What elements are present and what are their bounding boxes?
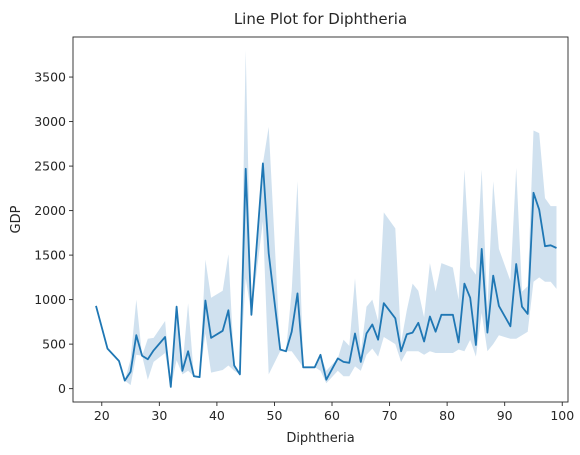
y-tick-label: 1000 bbox=[34, 292, 66, 307]
x-tick-label: 60 bbox=[324, 408, 340, 423]
x-axis-label: Diphtheria bbox=[286, 431, 354, 446]
y-axis-label: GDP bbox=[9, 205, 24, 233]
x-tick-label: 80 bbox=[439, 408, 455, 423]
y-tick-label: 3500 bbox=[34, 70, 66, 85]
x-tick-label: 90 bbox=[497, 408, 513, 423]
x-tick-label: 20 bbox=[94, 408, 110, 423]
x-tick-label: 70 bbox=[382, 408, 398, 423]
confidence-band bbox=[96, 50, 557, 387]
chart-title: Line Plot for Diphtheria bbox=[234, 10, 407, 28]
plot-area bbox=[95, 50, 557, 388]
y-tick-label: 0 bbox=[58, 381, 66, 396]
y-tick-label: 2500 bbox=[34, 159, 66, 174]
series-line bbox=[95, 162, 557, 388]
y-axis: 0 500 1000 1500 2000 2500 3000 3500 bbox=[34, 70, 73, 396]
plot-frame bbox=[72, 36, 569, 403]
x-tick-label: 30 bbox=[151, 408, 167, 423]
y-tick-label: 3000 bbox=[34, 114, 66, 129]
x-axis: 20 30 40 50 60 70 80 90 100 bbox=[94, 402, 574, 423]
x-tick-label: 50 bbox=[267, 408, 283, 423]
y-tick-label: 2000 bbox=[34, 203, 66, 218]
y-tick-label: 500 bbox=[42, 337, 66, 352]
y-tick-label: 1500 bbox=[34, 248, 66, 263]
x-tick-label: 40 bbox=[209, 408, 225, 423]
x-tick-label: 100 bbox=[550, 408, 574, 423]
